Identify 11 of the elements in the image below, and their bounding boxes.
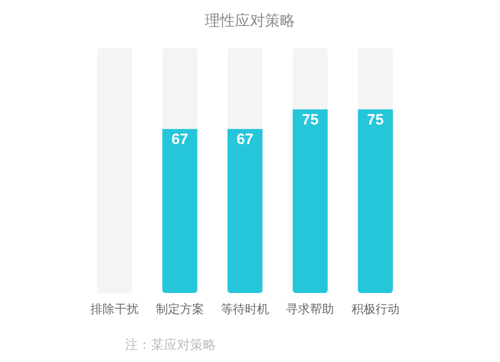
data-label: 75: [367, 111, 384, 128]
x-tick-label: 等待时机: [221, 302, 269, 316]
x-tick-label: 制定方案: [156, 302, 204, 316]
chart-title: 理性应对策略: [205, 12, 295, 30]
x-tick-label: 寻求帮助: [286, 302, 334, 316]
x-tick-label: 积极行动: [351, 302, 400, 316]
data-label: 75: [302, 111, 319, 128]
x-tick-label: 排除干扰: [90, 302, 139, 316]
data-label: 67: [236, 130, 254, 148]
text: 注：某应对策略: [125, 337, 216, 353]
data-label: 67: [171, 130, 188, 148]
